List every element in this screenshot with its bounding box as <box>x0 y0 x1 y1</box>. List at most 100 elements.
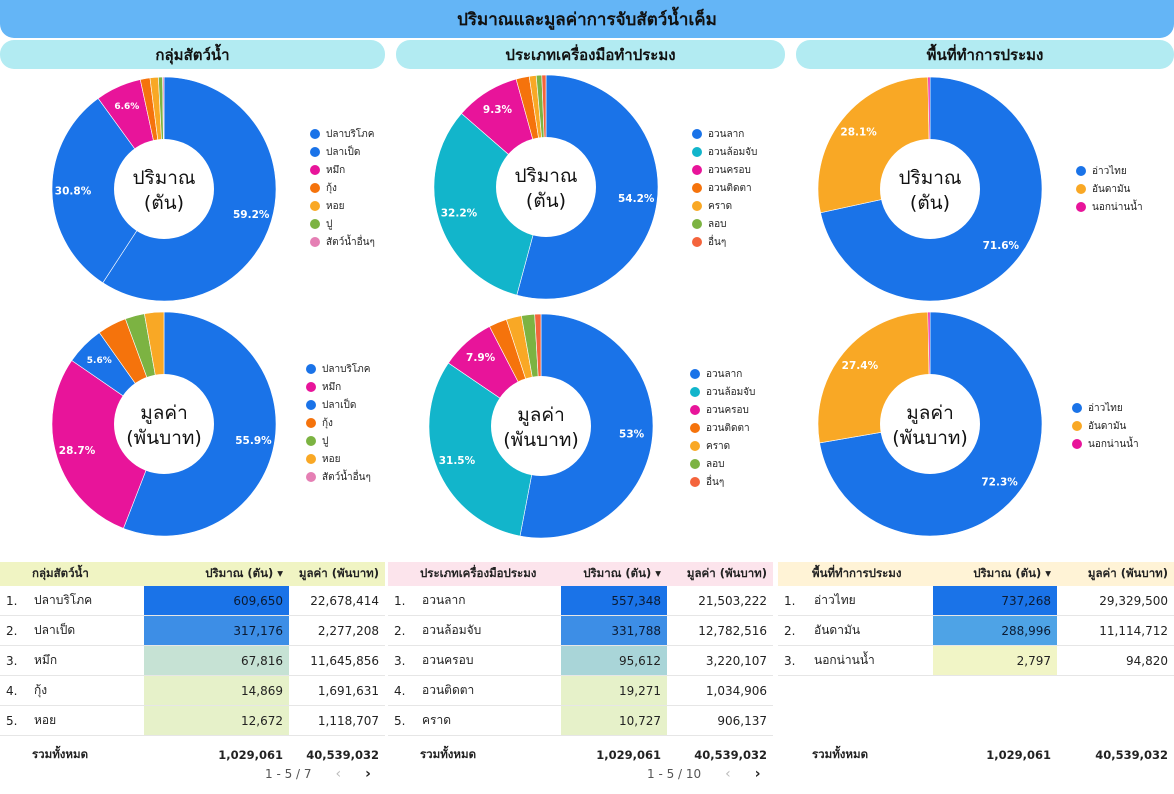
legend-item[interactable]: อวนลาก <box>692 125 757 143</box>
pie-data-label: 72.3% <box>981 477 1018 489</box>
legend-item[interactable]: อ่าวไทย <box>1076 162 1143 180</box>
legend-item[interactable]: หมึก <box>310 161 375 179</box>
chevron-right-icon[interactable]: › <box>365 766 371 782</box>
legend-item[interactable]: ปู <box>310 215 375 233</box>
row-index: 2. <box>784 623 796 638</box>
row-name: คราด <box>422 713 452 727</box>
header-quantity-sort[interactable]: ปริมาณ (ตัน) ▾ <box>205 566 283 580</box>
chevron-right-icon[interactable]: › <box>754 766 761 782</box>
table-row[interactable]: 4. กุ้ง 14,869 1,691,631 <box>0 676 385 706</box>
legend-dot-icon <box>692 183 702 193</box>
table-row[interactable]: 1. อวนลาก 557,348 21,503,222 <box>388 586 773 616</box>
legend-item[interactable]: กุ้ง <box>306 414 371 432</box>
legend-label: สัตว์น้ำอื่นๆ <box>326 236 375 248</box>
legend-item[interactable]: ปลาบริโภค <box>310 125 375 143</box>
chevron-left-icon[interactable]: ‹ <box>335 766 342 782</box>
pie-chart-species-value[interactable]: 55.9% 28.7% 5.6% มูลค่า(พันบาท) ปลาบริโภค หมึ… <box>0 305 392 545</box>
legend-item[interactable]: ลอบ <box>690 455 755 473</box>
chart-legend: อวนลากอวนล้อมจับอวนครอบ อวนติดตา คราด ลอบ อื… <box>690 365 755 491</box>
table-row[interactable]: 3. หมึก 67,816 11,645,856 <box>0 646 385 676</box>
legend-item[interactable]: ปลาเป็ด <box>310 143 375 161</box>
row-quantity: 288,996 <box>933 616 1057 645</box>
legend-item[interactable]: นอกน่านน้ำ <box>1076 198 1143 216</box>
legend-item[interactable]: อวนล้อมจับ <box>692 143 757 161</box>
legend-item[interactable]: อันดามัน <box>1072 417 1139 435</box>
legend-item[interactable]: กุ้ง <box>310 179 375 197</box>
legend-label: อวนติดตา <box>708 182 752 194</box>
pie-slice-2[interactable] <box>428 362 542 537</box>
table-row[interactable]: 1. ปลาบริโภค 609,650 22,678,414 <box>0 586 385 616</box>
table-row[interactable]: 2. อันดามัน 288,996 11,114,712 <box>778 616 1174 646</box>
legend-label: กุ้ง <box>326 182 337 194</box>
table-row[interactable]: 2. อวนล้อมจับ 331,788 12,782,516 <box>388 616 773 646</box>
legend-item[interactable]: ปลาบริโภค <box>306 360 371 378</box>
row-value: 21,503,222 <box>698 593 767 608</box>
pie-chart-area-value[interactable]: 72.3% 27.4% มูลค่า(พันบาท) อ่าวไทย อันดามันน… <box>796 305 1174 545</box>
pager-range-text: 1 - 5 / 7 <box>265 767 312 781</box>
pie-slice-2[interactable] <box>433 113 547 296</box>
legend-item[interactable]: สัตว์น้ำอื่นๆ <box>310 233 375 251</box>
row-value: 906,137 <box>717 713 767 728</box>
legend-item[interactable]: อื่นๆ <box>692 233 757 251</box>
legend-item[interactable]: หอย <box>310 197 375 215</box>
donut-hole <box>114 374 214 474</box>
legend-item[interactable]: นอกน่านน้ำ <box>1072 435 1139 453</box>
legend-item[interactable]: หมึก <box>306 378 371 396</box>
table-total-row: รวมทั้งหมด 1,029,061 40,539,032 <box>778 738 1174 772</box>
header-quantity-sort[interactable]: ปริมาณ (ตัน) ▾ <box>583 566 661 580</box>
legend-item[interactable]: อวนลาก <box>690 365 755 383</box>
legend-item[interactable]: อวนครอบ <box>690 401 755 419</box>
header-quantity-sort[interactable]: ปริมาณ (ตัน) ▾ <box>973 566 1051 580</box>
legend-dot-icon <box>1072 421 1082 431</box>
row-name: อวนลาก <box>422 593 466 607</box>
legend-label: อ่าวไทย <box>1092 165 1127 177</box>
legend-item[interactable]: อวนติดตา <box>690 419 755 437</box>
legend-item[interactable]: อันดามัน <box>1076 180 1143 198</box>
pie-data-label: 6.6% <box>114 102 139 112</box>
legend-item[interactable]: อ่าวไทย <box>1072 399 1139 417</box>
table-row[interactable]: 4. อวนติดตา 19,271 1,034,906 <box>388 676 773 706</box>
pie-slice-2[interactable] <box>51 360 165 529</box>
legend-dot-icon <box>306 418 316 428</box>
legend-item[interactable]: คราด <box>690 437 755 455</box>
legend-label: อวนล้อมจับ <box>706 386 756 398</box>
chart-legend: ปลาบริโภค ปลาเป็ด หมึกกุ้งหอยปูสัตว์น้ำอื่… <box>310 125 375 251</box>
row-name: ปลาบริโภค <box>34 593 93 607</box>
legend-dot-icon <box>690 387 700 397</box>
legend-item[interactable]: อวนล้อมจับ <box>690 383 755 401</box>
pie-chart-area-quantity[interactable]: 71.6% 28.1% ปริมาณ(ตัน) อ่าวไทย อันดามัน นอกน… <box>796 70 1174 310</box>
chart-legend: อ่าวไทยอันดามัน นอกน่านน้ำ <box>1076 162 1143 216</box>
legend-dot-icon <box>310 237 320 247</box>
donut-center-label: ปริมาณ(ตัน) <box>132 167 195 214</box>
table-row[interactable]: 1. อ่าวไทย 737,268 29,329,500 <box>778 586 1174 616</box>
legend-item[interactable]: หอย <box>306 450 371 468</box>
chevron-left-icon[interactable]: ‹ <box>725 766 731 782</box>
pie-chart-species-quantity[interactable]: 59.2% 30.8% 6.6% ปริมาณ(ตัน) ปลาบริโภค ปลาเป็… <box>0 70 392 310</box>
legend-item[interactable]: ลอบ <box>692 215 757 233</box>
table-header-row: ประเภทเครื่องมือประมง ปริมาณ (ตัน) ▾ มูลค่… <box>388 562 773 586</box>
legend-item[interactable]: คราด <box>692 197 757 215</box>
legend-item[interactable]: ปลาเป็ด <box>306 396 371 414</box>
row-index: 3. <box>394 653 406 668</box>
legend-dot-icon <box>692 219 702 229</box>
legend-item[interactable]: อวนครอบ <box>692 161 757 179</box>
table-gear: ประเภทเครื่องมือประมง ปริมาณ (ตัน) ▾ มูลค่… <box>388 562 773 772</box>
table-row[interactable]: 5. คราด 10,727 906,137 <box>388 706 773 736</box>
legend-label: ปู <box>326 218 333 230</box>
legend-item[interactable]: ปู <box>306 432 371 450</box>
pie-slice-2[interactable] <box>51 97 165 284</box>
table-row[interactable]: 3. อวนครอบ 95,612 3,220,107 <box>388 646 773 676</box>
row-index: 3. <box>6 653 18 668</box>
row-quantity: 19,271 <box>561 676 667 705</box>
pie-chart-gear-quantity[interactable]: 54.2% 32.2% 9.3% ปริมาณ(ตัน) อวนลาก อวนล้อมจั… <box>392 70 796 310</box>
table-row[interactable]: 5. หอย 12,672 1,118,707 <box>0 706 385 736</box>
legend-item[interactable]: สัตว์น้ำอื่นๆ <box>306 468 371 486</box>
header-value: มูลค่า (พันบาท) <box>686 566 767 580</box>
table-row[interactable]: 3. นอกน่านน้ำ 2,797 94,820 <box>778 646 1174 676</box>
pie-chart-gear-value[interactable]: 53% 31.5% 7.9% มูลค่า(พันบาท) อวนลาก อวนล้อมจ… <box>392 305 796 545</box>
legend-item[interactable]: อื่นๆ <box>690 473 755 491</box>
legend-item[interactable]: อวนติดตา <box>692 179 757 197</box>
table-row[interactable]: 2. ปลาเป็ด 317,176 2,277,208 <box>0 616 385 646</box>
donut-center-label: ปริมาณ(ตัน) <box>514 165 577 212</box>
row-quantity: 609,650 <box>144 586 289 615</box>
